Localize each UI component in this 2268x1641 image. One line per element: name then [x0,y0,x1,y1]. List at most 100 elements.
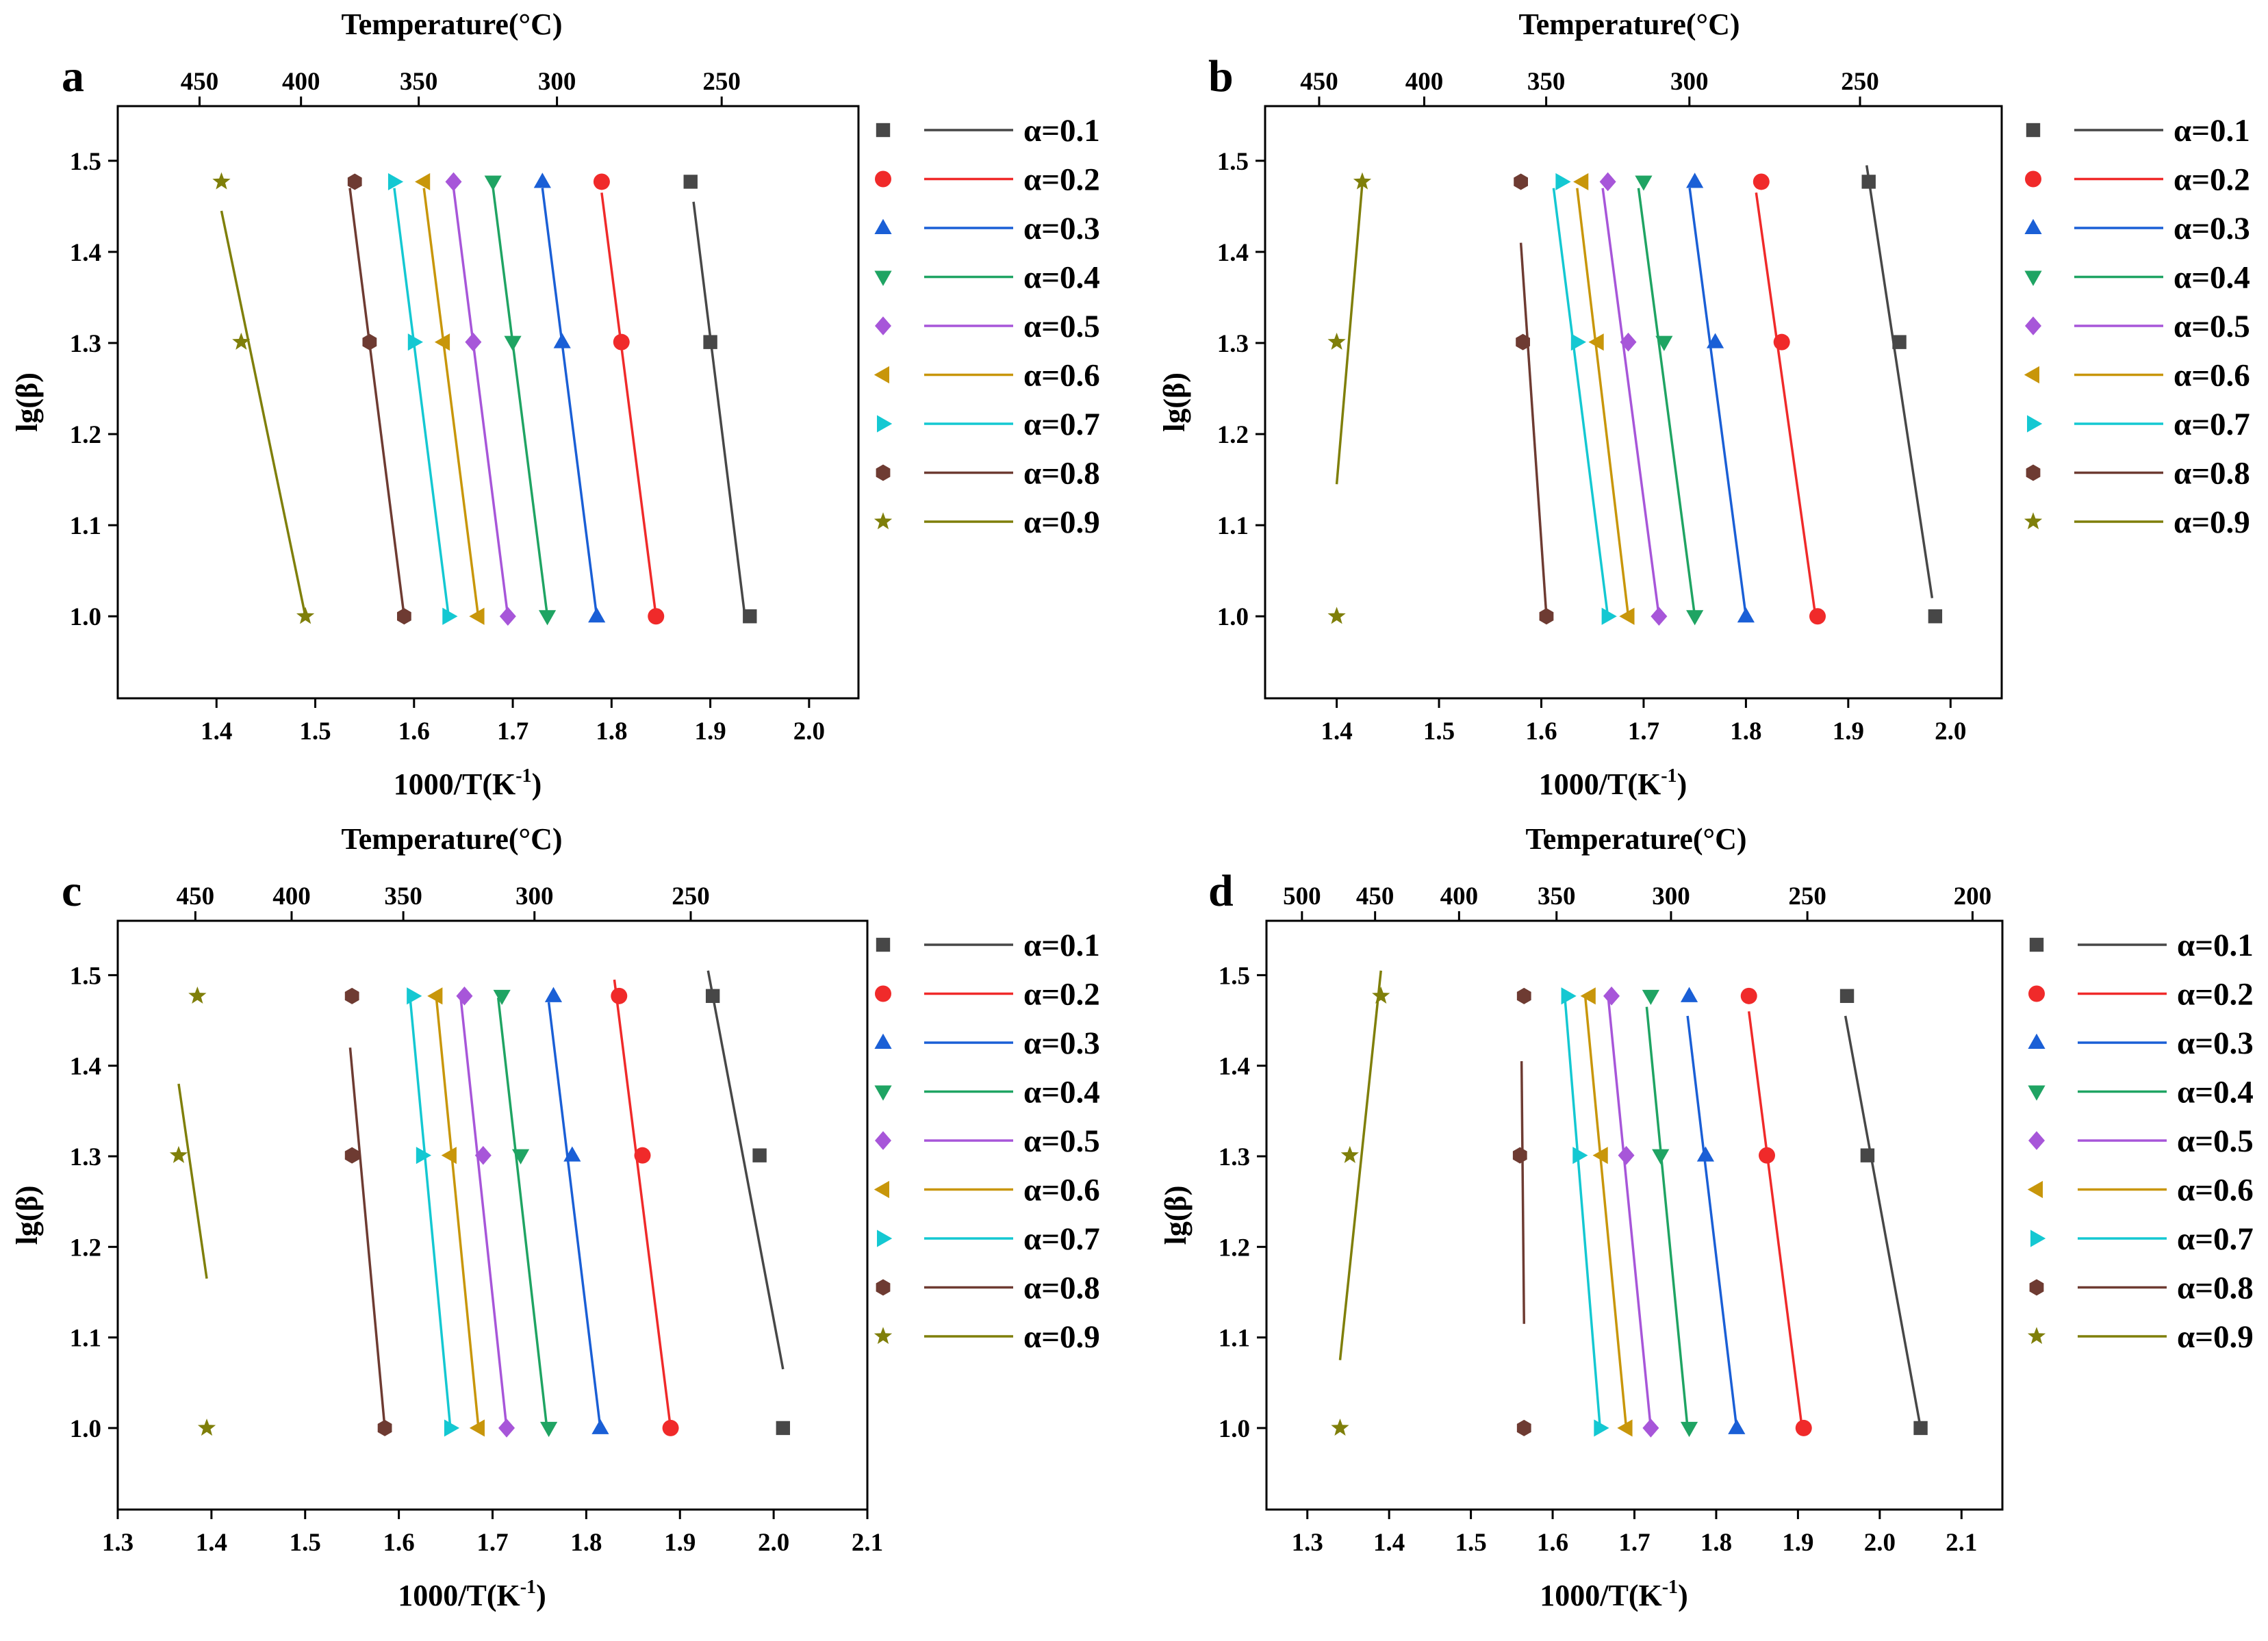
fit-line-alpha-9 [1335,183,1364,485]
data-point-alpha-6 [1580,987,1596,1005]
legend-marker-alpha-4 [2028,1085,2046,1101]
top-tick-label: 400 [282,68,320,96]
data-point-alpha-4 [1655,335,1673,351]
legend-marker-alpha-7 [877,415,893,433]
legend-label: α=0.1 [1023,113,1100,149]
x-axis-title: 1000/T(K-1) [1540,1577,1687,1612]
top-tick-label: 450 [181,68,219,96]
legend-label: α=0.6 [2174,358,2250,394]
legend-marker-alpha-6 [874,366,889,384]
legend-marker-alpha-4 [874,1085,892,1101]
fit-line-alpha-2 [600,192,657,617]
y-tick-label: 1.2 [1217,421,1249,449]
legend-label: α=0.2 [1023,977,1100,1013]
data-point-alpha-8 [362,333,377,351]
legend-label: α=0.6 [1023,358,1100,394]
fit-line-alpha-8 [348,1047,386,1429]
legend-marker-alpha-2 [2025,170,2041,188]
legend-marker-alpha-2 [875,985,891,1002]
x-axis-title: 1000/T(K-1) [1539,765,1687,801]
fit-line-alpha-4 [492,188,549,617]
data-point-alpha-1 [752,1148,767,1162]
x-tick-label: 1.9 [664,1529,696,1557]
data-point-alpha-2 [1795,1419,1812,1436]
fit-line-alpha-2 [1747,1011,1804,1429]
data-point-alpha-5 [1618,1145,1635,1165]
x-tick-label: 1.4 [1321,717,1352,746]
fit-line-alpha-7 [409,997,452,1429]
data-point-alpha-1 [683,175,698,189]
x-tick-label: 1.9 [694,717,726,746]
data-point-alpha-2 [634,1147,651,1164]
data-point-alpha-6 [434,333,450,351]
data-point-alpha-9 [232,332,251,350]
x-axis-title-sup: -1 [515,765,531,787]
fit-line-alpha-8 [1520,1061,1525,1324]
legend-marker-alpha-8 [2029,1279,2044,1296]
fit-line-alpha-3 [1688,188,1748,617]
legend-label: α=0.3 [2177,1026,2254,1061]
panel-letter: a [62,51,84,101]
x-tick-label: 2.1 [852,1529,883,1557]
panel-c: c 1.3 1.4 1.5 1.6 1.7 1.8 1.9 2.0 2.1 1.0 1.1 1.2 1.3… [10,822,1100,1612]
legend-marker-alpha-4 [874,270,892,286]
top-tick-label: 500 [1283,882,1321,911]
data-point-alpha-7 [387,173,404,191]
data-point-alpha-8 [1516,987,1531,1004]
legend: α=0.1 α=0.2 α=0.3 α=0.4 α=0.5 α=0.6 α=0.7 α=0.8… [2024,113,2250,540]
data-point-alpha-2 [1773,333,1790,351]
data-point-alpha-9 [169,1145,188,1163]
fit-line-alpha-5 [1601,188,1661,617]
y-tick-label: 1.0 [1219,1415,1250,1443]
legend-label: α=0.9 [2174,505,2250,540]
data-point-alpha-2 [1740,987,1757,1004]
top-tick-label: 250 [1788,882,1826,911]
x-tick-label: 1.7 [1628,717,1659,746]
data-point-alpha-4 [484,175,502,191]
data-point-alpha-6 [427,987,443,1005]
legend: α=0.1 α=0.2 α=0.3 α=0.4 α=0.5 α=0.6 α=0.7 α=0.8… [2027,928,2254,1355]
data-point-alpha-1 [705,989,720,1004]
fit-line-alpha-1 [692,201,746,617]
y-tick-label: 1.3 [1219,1143,1250,1171]
data-point-alpha-3 [533,173,551,188]
top-tick-label: 300 [515,882,554,911]
legend-marker-alpha-3 [874,1033,892,1049]
data-point-alpha-6 [1617,1419,1633,1437]
legend-label: α=0.4 [2177,1075,2254,1110]
data-point-alpha-1 [703,335,717,349]
legend-marker-alpha-3 [874,218,892,234]
y-axis-title: lg(β) [10,372,44,432]
legend-marker-alpha-3 [2024,218,2042,234]
data-point-alpha-3 [1696,1146,1715,1162]
legend-label: α=0.3 [1023,1026,1100,1061]
data-point-alpha-8 [377,1419,392,1436]
fit-line-alpha-7 [1564,997,1602,1429]
data-point-alpha-2 [648,608,665,625]
y-axis-title: lg(β) [1158,372,1191,432]
data-point-alpha-5 [465,332,482,352]
top-tick-label: 250 [702,68,741,96]
y-tick-label: 1.4 [70,1053,101,1081]
fit-line-alpha-3 [1686,1015,1738,1429]
data-point-alpha-5 [1603,987,1620,1006]
x-tick-label: 1.8 [596,717,627,746]
x-axis-title-sup: -1 [1661,765,1677,787]
data-point-alpha-1 [1861,175,1876,189]
data-point-alpha-4 [1686,610,1704,626]
x-tick-label: 1.4 [196,1529,227,1557]
fit-line-alpha-1 [706,970,785,1370]
legend-marker-alpha-8 [876,1279,891,1296]
legend-marker-alpha-4 [2024,270,2042,286]
data-point-alpha-6 [469,1419,485,1437]
data-point-alpha-1 [1839,989,1855,1004]
legend-marker-alpha-7 [2030,1230,2046,1247]
fit-line-alpha-6 [435,997,480,1429]
x-tick-label: 1.4 [201,717,232,746]
fit-line-alpha-9 [1338,970,1382,1360]
data-point-alpha-3 [1706,333,1724,348]
x-tick-label: 1.8 [1700,1529,1732,1557]
legend-label: α=0.5 [1023,1123,1100,1159]
data-point-alpha-4 [1680,1421,1698,1438]
top-axis-title: Temperature(°C) [341,822,562,856]
